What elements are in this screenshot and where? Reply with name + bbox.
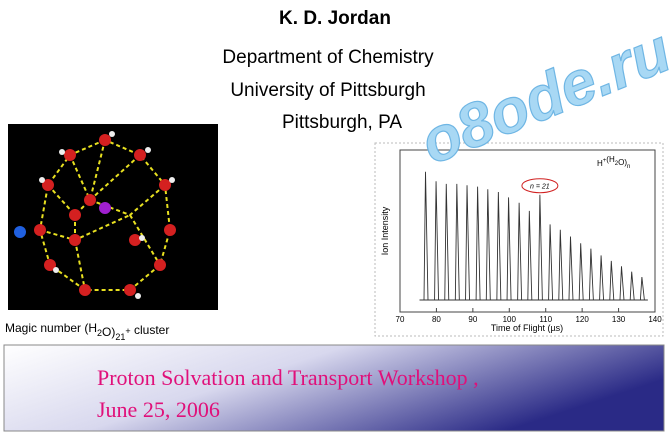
- text-part: 21: [115, 332, 125, 342]
- x-tick-label: 90: [468, 315, 477, 324]
- affiliation: Pittsburgh, PA: [282, 112, 402, 133]
- peak: [619, 266, 625, 301]
- text-part: 2: [615, 161, 619, 167]
- peak: [465, 185, 470, 301]
- workshop-date: June 25, 2006: [97, 397, 220, 422]
- x-tick-label: 70: [396, 315, 405, 324]
- x-tick-label: 80: [432, 315, 441, 324]
- peak: [423, 171, 429, 301]
- peak: [454, 183, 460, 301]
- peak: [485, 189, 491, 301]
- text-part: +: [125, 326, 130, 336]
- peak: [496, 191, 502, 301]
- text-part: (H: [606, 155, 615, 164]
- text-part: H: [597, 159, 603, 168]
- annotation: n = 21: [530, 184, 550, 191]
- text-part: O): [102, 325, 115, 339]
- peak: [517, 202, 523, 301]
- peak: [609, 260, 615, 301]
- text-part: cluster: [131, 323, 170, 337]
- plot-area: [399, 149, 656, 313]
- x-tick-label: 140: [648, 315, 662, 324]
- text-part: 2: [97, 328, 102, 338]
- peak: [444, 183, 450, 301]
- x-tick-label: 100: [503, 315, 517, 324]
- x-tick-label: 110: [539, 315, 552, 324]
- spectrum-legend: H+(H2O)n: [597, 155, 630, 170]
- text-part: O): [618, 158, 627, 167]
- peak: [558, 229, 564, 301]
- text-part: +: [603, 158, 607, 164]
- peak: [578, 243, 584, 301]
- annotation-circle: [521, 178, 559, 194]
- banner: [3, 344, 665, 432]
- peak: [629, 271, 635, 301]
- peak: [537, 194, 543, 301]
- peak: [506, 197, 512, 301]
- x-axis-label: Time of Flight (µs): [491, 323, 563, 333]
- peak: [588, 248, 594, 301]
- author: K. D. Jordan: [279, 8, 391, 29]
- peak: [639, 277, 645, 301]
- peak: [475, 186, 481, 301]
- affiliation: University of Pittsburgh: [230, 80, 425, 101]
- y-axis-label: Ion Intensity: [380, 206, 390, 255]
- peak: [599, 255, 605, 301]
- x-tick-label: 120: [575, 315, 589, 324]
- peak: [527, 210, 533, 301]
- affiliation: Department of Chemistry: [222, 47, 434, 68]
- figure-caption: Magic number (H2O)21+ cluster: [5, 321, 169, 342]
- peak: [548, 224, 554, 301]
- peak: [434, 181, 440, 301]
- x-tick-label: 130: [612, 315, 626, 324]
- text-part: Magic number (H: [5, 321, 97, 335]
- peak: [568, 236, 574, 301]
- text-part: n: [627, 164, 630, 170]
- molecule-image: [8, 124, 218, 310]
- workshop-title: Proton Solvation and Transport Workshop …: [97, 365, 479, 390]
